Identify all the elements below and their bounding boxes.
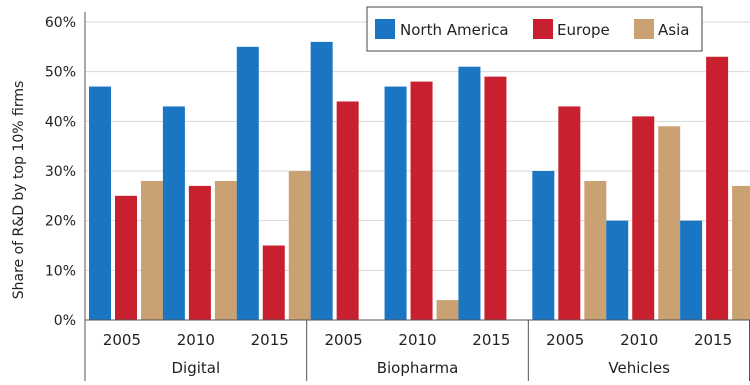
legend-label: Europe: [557, 21, 610, 39]
bar-asia: [214, 180, 237, 320]
x-group-label-sector: Vehicles: [608, 359, 670, 377]
x-tick-label-year: 2010: [398, 331, 436, 349]
bar-asia: [141, 180, 163, 320]
bar-europe: [706, 56, 729, 321]
x-group-label-sector: Digital: [172, 359, 221, 377]
y-axis-label: Share of R&D by top 10% firms: [11, 81, 27, 300]
x-tick-label-year: 2005: [546, 331, 584, 349]
bar-europe: [262, 245, 285, 320]
legend-label: Asia: [658, 21, 689, 39]
y-tick-label: 20%: [45, 214, 76, 230]
bar-europe: [115, 195, 137, 320]
bar-asia: [658, 126, 681, 320]
y-tick-label: 40%: [45, 114, 76, 130]
bar-north-america: [680, 220, 703, 320]
bar-north-america: [384, 86, 407, 320]
y-tick-label: 60%: [45, 15, 76, 31]
bar-asia: [436, 300, 459, 320]
bar-asia: [732, 185, 750, 320]
bar-north-america: [162, 106, 185, 320]
x-tick-label-year: 2015: [694, 331, 732, 349]
bar-asia: [288, 171, 311, 320]
y-tick-labels: 0% 10% 20% 30% 40% 50% 60%: [45, 15, 76, 329]
bar-north-america: [606, 220, 629, 320]
legend-label: North America: [400, 21, 509, 39]
bar-europe: [410, 81, 433, 320]
y-tick-label: 30%: [45, 164, 76, 180]
bar-europe: [632, 116, 655, 320]
legend-swatch: [533, 19, 553, 39]
bars: [89, 41, 750, 321]
bar-europe: [484, 76, 507, 320]
bar-europe: [336, 101, 359, 320]
x-tick-label-year: 2010: [620, 331, 658, 349]
legend-swatch: [375, 19, 395, 39]
y-tick-label: 10%: [45, 263, 76, 279]
x-tick-labels: 2005 2010 2015 Digital 2005 2010 2015 Biopharma…: [103, 331, 732, 377]
y-tick-label: 50%: [45, 65, 76, 81]
x-tick-label-year: 2005: [325, 331, 363, 349]
bar-north-america: [532, 171, 555, 320]
bar-europe: [188, 185, 211, 320]
bar-asia: [584, 180, 607, 320]
x-tick-label-year: 2010: [177, 331, 215, 349]
bar-north-america: [89, 86, 111, 320]
legend: North America Europe Asia: [366, 6, 703, 52]
bar-north-america: [236, 46, 259, 320]
bar-north-america: [458, 66, 481, 320]
x-tick-label-year: 2005: [103, 331, 141, 349]
legend-swatch: [634, 19, 654, 39]
x-tick-label-year: 2015: [251, 331, 289, 349]
x-group-label-sector: Biopharma: [377, 359, 459, 377]
x-tick-label-year: 2015: [472, 331, 510, 349]
bar-north-america: [310, 41, 333, 320]
bar-europe: [558, 106, 581, 320]
y-tick-label: 0%: [54, 313, 76, 329]
